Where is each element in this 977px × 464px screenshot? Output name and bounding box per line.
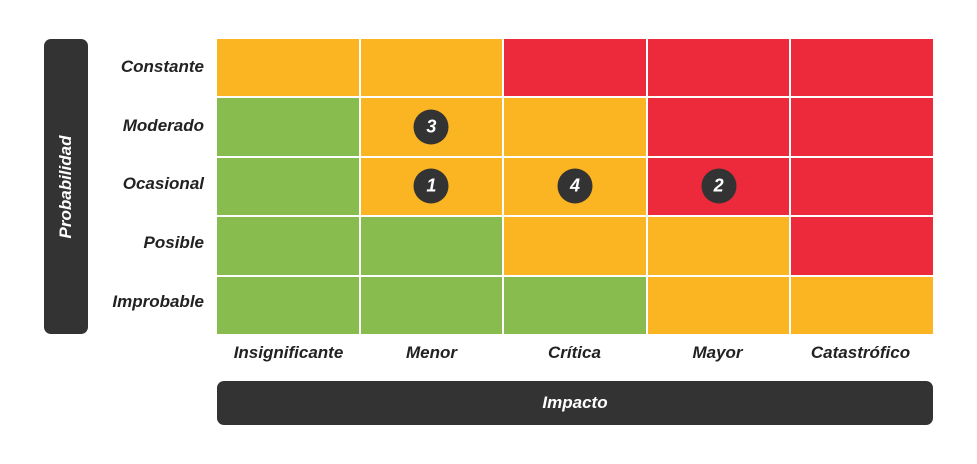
- risk-matrix-grid: 3 1 4 2: [217, 39, 933, 334]
- risk-cell: [217, 276, 359, 334]
- risk-cell: [360, 276, 503, 334]
- risk-marker: 1: [413, 168, 449, 204]
- risk-cell: [647, 217, 790, 275]
- risk-cell: [647, 39, 790, 97]
- risk-cell: 4: [504, 157, 646, 216]
- row-label-improbable: Improbable: [112, 292, 204, 311]
- row-label-constante: Constante: [120, 57, 204, 76]
- risk-cell: [791, 39, 933, 97]
- probability-axis-label: Probabilidad: [56, 135, 75, 238]
- risk-cell: [217, 157, 359, 216]
- column-label-insignificante: Insignificante: [233, 343, 344, 362]
- column-label-mayor: Mayor: [692, 343, 743, 362]
- risk-cell: 2: [647, 157, 790, 216]
- risk-cell: [791, 157, 933, 216]
- risk-cell: [647, 98, 790, 156]
- row-label-posible: Posible: [143, 233, 204, 252]
- risk-cell: [791, 276, 933, 334]
- row-label-moderado: Moderado: [122, 116, 204, 135]
- risk-cell: [647, 276, 790, 334]
- risk-cell: [217, 39, 359, 97]
- row-label-ocasional: Ocasional: [122, 174, 204, 193]
- risk-marker: 3: [413, 109, 449, 145]
- risk-cell: [217, 217, 359, 275]
- risk-cell: [360, 39, 503, 97]
- risk-cell: [791, 217, 933, 275]
- risk-cell: [360, 217, 503, 275]
- impact-axis-bar: Impacto: [217, 381, 933, 425]
- risk-marker: 2: [701, 168, 737, 204]
- column-label-menor: Menor: [406, 343, 457, 362]
- risk-marker: 4: [557, 168, 593, 204]
- risk-cell: [504, 217, 646, 275]
- risk-cell: [791, 98, 933, 156]
- risk-cell: [504, 276, 646, 334]
- column-label-catastrofico: Catastrófico: [810, 343, 911, 362]
- risk-cell: [217, 98, 359, 156]
- impact-axis-label: Impacto: [542, 393, 608, 412]
- risk-cell: 3: [360, 98, 503, 156]
- column-label-critica: Crítica: [548, 343, 601, 362]
- risk-cell: [504, 39, 646, 97]
- risk-cell: 1: [360, 157, 503, 216]
- risk-cell: [504, 98, 646, 156]
- probability-axis-bar: Probabilidad: [44, 39, 88, 334]
